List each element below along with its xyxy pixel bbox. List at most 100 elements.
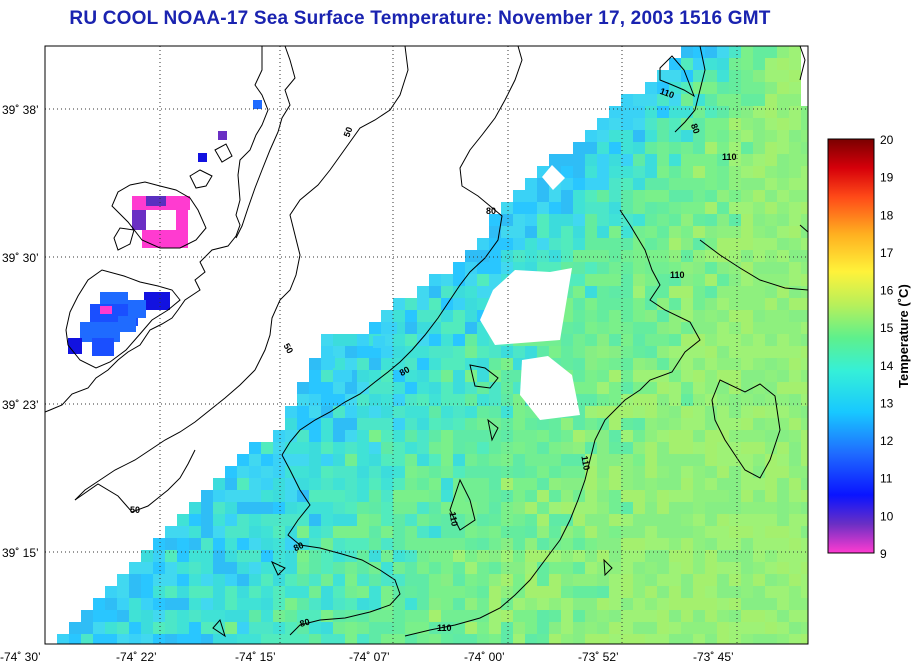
sst-pixel xyxy=(657,142,669,154)
sst-pixel xyxy=(249,586,261,598)
sst-pixel xyxy=(669,538,681,550)
sst-pixel xyxy=(141,598,153,610)
sst-pixel xyxy=(441,610,453,622)
sst-pixel xyxy=(585,634,597,644)
sst-pixel xyxy=(333,550,345,562)
sst-pixel xyxy=(561,322,573,334)
sst-pixel xyxy=(753,202,765,214)
sst-pixel xyxy=(405,634,417,644)
sst-pixel xyxy=(633,454,645,466)
sst-pixel xyxy=(585,346,597,358)
sst-pixel xyxy=(633,526,645,538)
sst-pixel xyxy=(693,622,705,634)
sst-pixel xyxy=(321,550,333,562)
sst-pixel xyxy=(429,514,441,526)
sst-pixel xyxy=(105,634,117,644)
sst-pixel xyxy=(597,358,609,370)
contour-label: 110 xyxy=(659,86,676,100)
sst-pixel xyxy=(801,190,808,202)
sst-pixel xyxy=(633,490,645,502)
sst-pixel xyxy=(585,430,597,442)
sst-pixel xyxy=(417,418,429,430)
sst-pixel xyxy=(705,286,717,298)
sst-pixel xyxy=(801,382,808,394)
sst-pixel xyxy=(441,382,453,394)
sst-pixel xyxy=(693,166,705,178)
sst-pixel xyxy=(657,454,669,466)
sst-pixel xyxy=(669,166,681,178)
sst-pixel xyxy=(369,394,381,406)
sst-pixel xyxy=(441,286,453,298)
sst-pixel xyxy=(765,394,777,406)
sst-pixel xyxy=(597,286,609,298)
sst-pixel xyxy=(441,406,453,418)
sst-pixel xyxy=(573,622,585,634)
sst-pixel xyxy=(717,118,729,130)
sst-pixel xyxy=(489,586,501,598)
sst-pixel xyxy=(117,586,129,598)
sst-pixel xyxy=(429,394,441,406)
sst-pixel xyxy=(417,490,429,502)
sst-pixel xyxy=(501,418,513,430)
sst-pixel xyxy=(369,562,381,574)
sst-pixel xyxy=(141,586,153,598)
sst-pixel xyxy=(501,538,513,550)
sst-pixel xyxy=(753,370,765,382)
sst-pixel xyxy=(429,382,441,394)
sst-pixel xyxy=(393,502,405,514)
sst-pixel xyxy=(765,70,777,82)
sst-pixel xyxy=(609,394,621,406)
sst-pixel xyxy=(609,406,621,418)
sst-pixel xyxy=(273,502,285,514)
sst-pixel xyxy=(777,358,789,370)
sst-pixel xyxy=(729,70,741,82)
sst-pixel xyxy=(333,466,345,478)
sst-pixel xyxy=(681,610,693,622)
sst-pixel xyxy=(717,490,729,502)
sst-pixel xyxy=(453,298,465,310)
sst-pixel xyxy=(501,562,513,574)
sst-pixel xyxy=(489,562,501,574)
sst-pixel xyxy=(561,502,573,514)
sst-pixel xyxy=(297,406,309,418)
sst-pixel xyxy=(237,478,249,490)
sst-pixel xyxy=(669,226,681,238)
sst-pixel xyxy=(621,526,633,538)
sst-pixel xyxy=(489,274,501,286)
sst-pixel xyxy=(385,322,397,334)
sst-pixel xyxy=(549,430,561,442)
sst-pixel xyxy=(117,634,129,644)
sst-pixel xyxy=(681,550,693,562)
sst-pixel xyxy=(441,334,453,346)
sst-pixel xyxy=(261,490,273,502)
sst-pixel xyxy=(753,550,765,562)
sst-pixel xyxy=(357,334,369,346)
lat-label: 39˚ 30’ xyxy=(2,251,39,265)
sst-pixel xyxy=(729,502,741,514)
sst-pixel xyxy=(633,478,645,490)
sst-pixel xyxy=(645,538,657,550)
sst-pixel xyxy=(729,286,741,298)
sst-pixel xyxy=(537,346,549,358)
sst-pixel xyxy=(285,586,297,598)
sst-pixel xyxy=(789,262,801,274)
sst-pixel xyxy=(705,322,717,334)
sst-pixel xyxy=(309,610,321,622)
sst-pixel xyxy=(693,394,705,406)
sst-pixel xyxy=(621,610,633,622)
sst-pixel xyxy=(693,262,705,274)
sst-pixel xyxy=(621,478,633,490)
sst-pixel xyxy=(729,466,741,478)
sst-pixel xyxy=(345,514,357,526)
sst-pixel xyxy=(669,382,681,394)
sst-pixel xyxy=(441,322,453,334)
sst-pixel xyxy=(177,562,189,574)
sst-pixel xyxy=(801,274,808,286)
sst-pixel xyxy=(585,166,597,178)
sst-pixel xyxy=(525,478,537,490)
sst-pixel xyxy=(105,610,117,622)
sst-pixel xyxy=(573,442,585,454)
sst-pixel xyxy=(441,346,453,358)
sst-pixel xyxy=(213,526,225,538)
sst-pixel xyxy=(381,562,393,574)
